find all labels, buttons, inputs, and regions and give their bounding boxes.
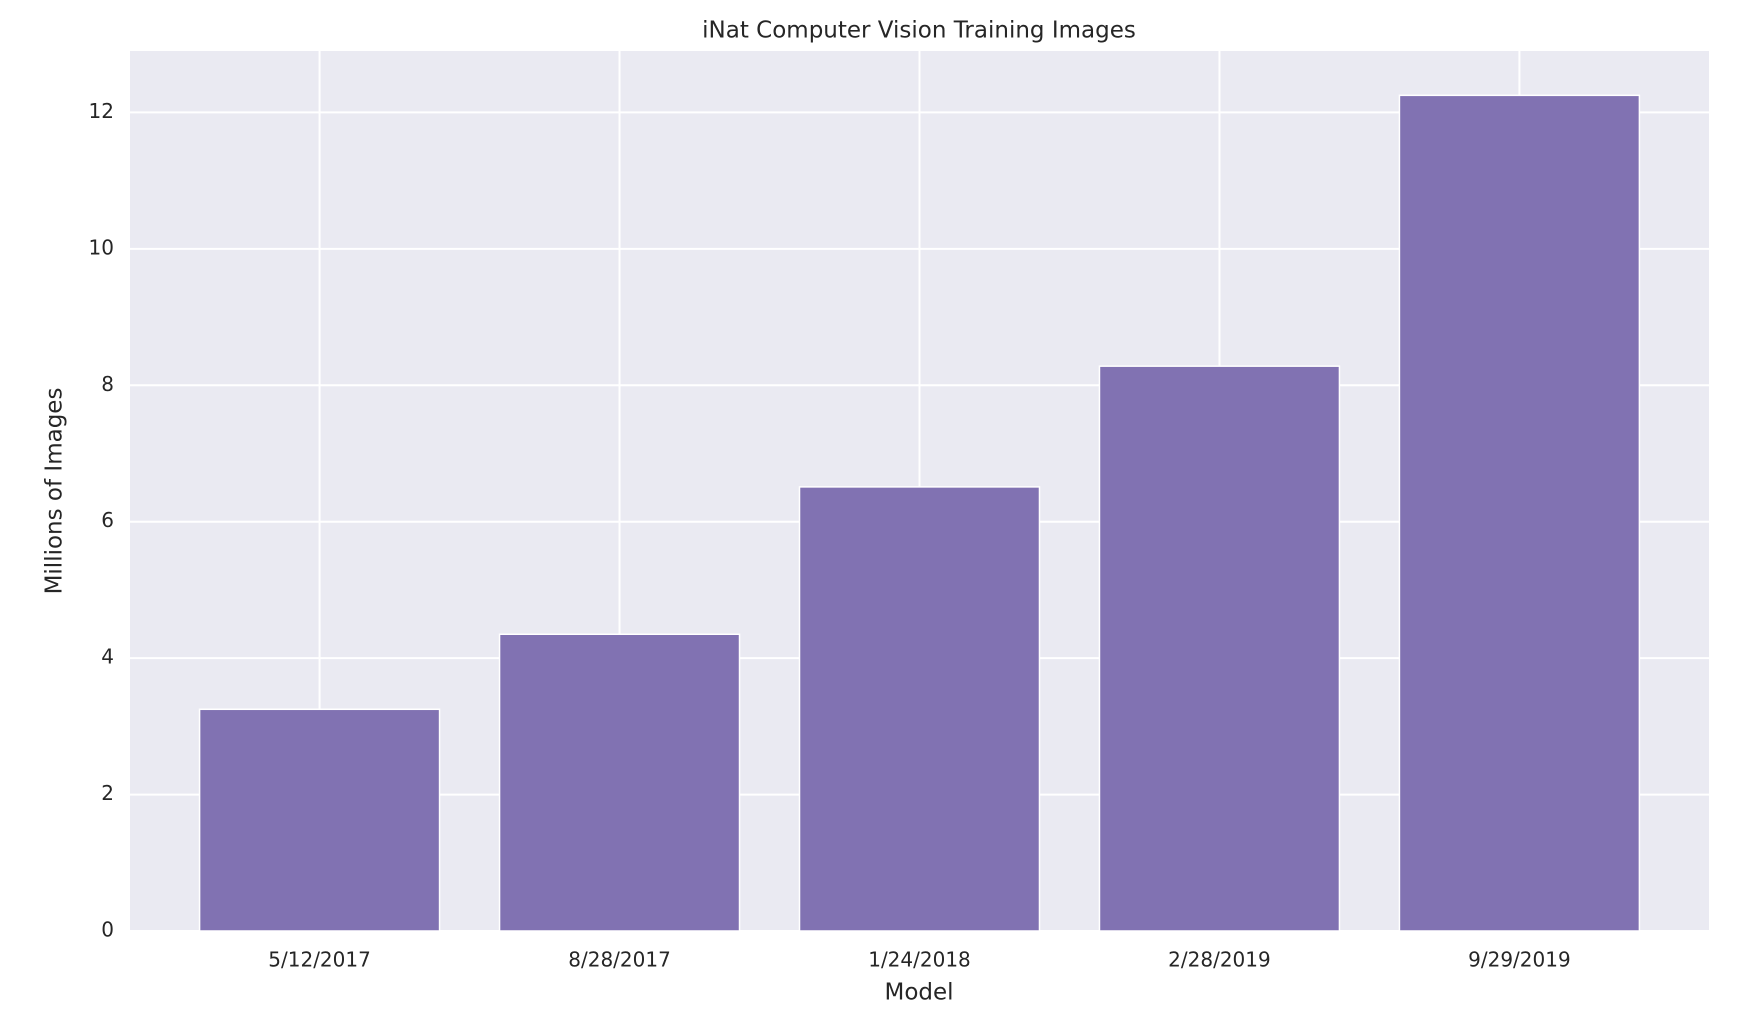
bar	[798, 486, 1041, 932]
x-axis-label: Model	[884, 980, 953, 1006]
y-tick-label: 6	[101, 508, 114, 532]
y-tick-label: 4	[101, 645, 114, 669]
bar	[498, 633, 741, 932]
x-tick-label: 9/29/2019	[1468, 948, 1571, 972]
x-tick-label: 2/28/2019	[1168, 948, 1271, 972]
y-axis-label: Millions of Images	[42, 388, 68, 595]
y-tick-label: 0	[101, 918, 114, 942]
bar	[1398, 94, 1641, 932]
y-tick-label: 8	[101, 372, 114, 396]
y-tick-label: 2	[101, 781, 114, 805]
x-tick-label: 5/12/2017	[268, 948, 371, 972]
bar	[198, 708, 441, 932]
y-tick-label: 10	[89, 235, 114, 259]
x-tick-label: 1/24/2018	[868, 948, 971, 972]
y-tick-label: 12	[89, 99, 114, 123]
x-tick-label: 8/28/2017	[568, 948, 671, 972]
bar	[1098, 365, 1341, 932]
chart-title: iNat Computer Vision Training Images	[702, 18, 1136, 44]
